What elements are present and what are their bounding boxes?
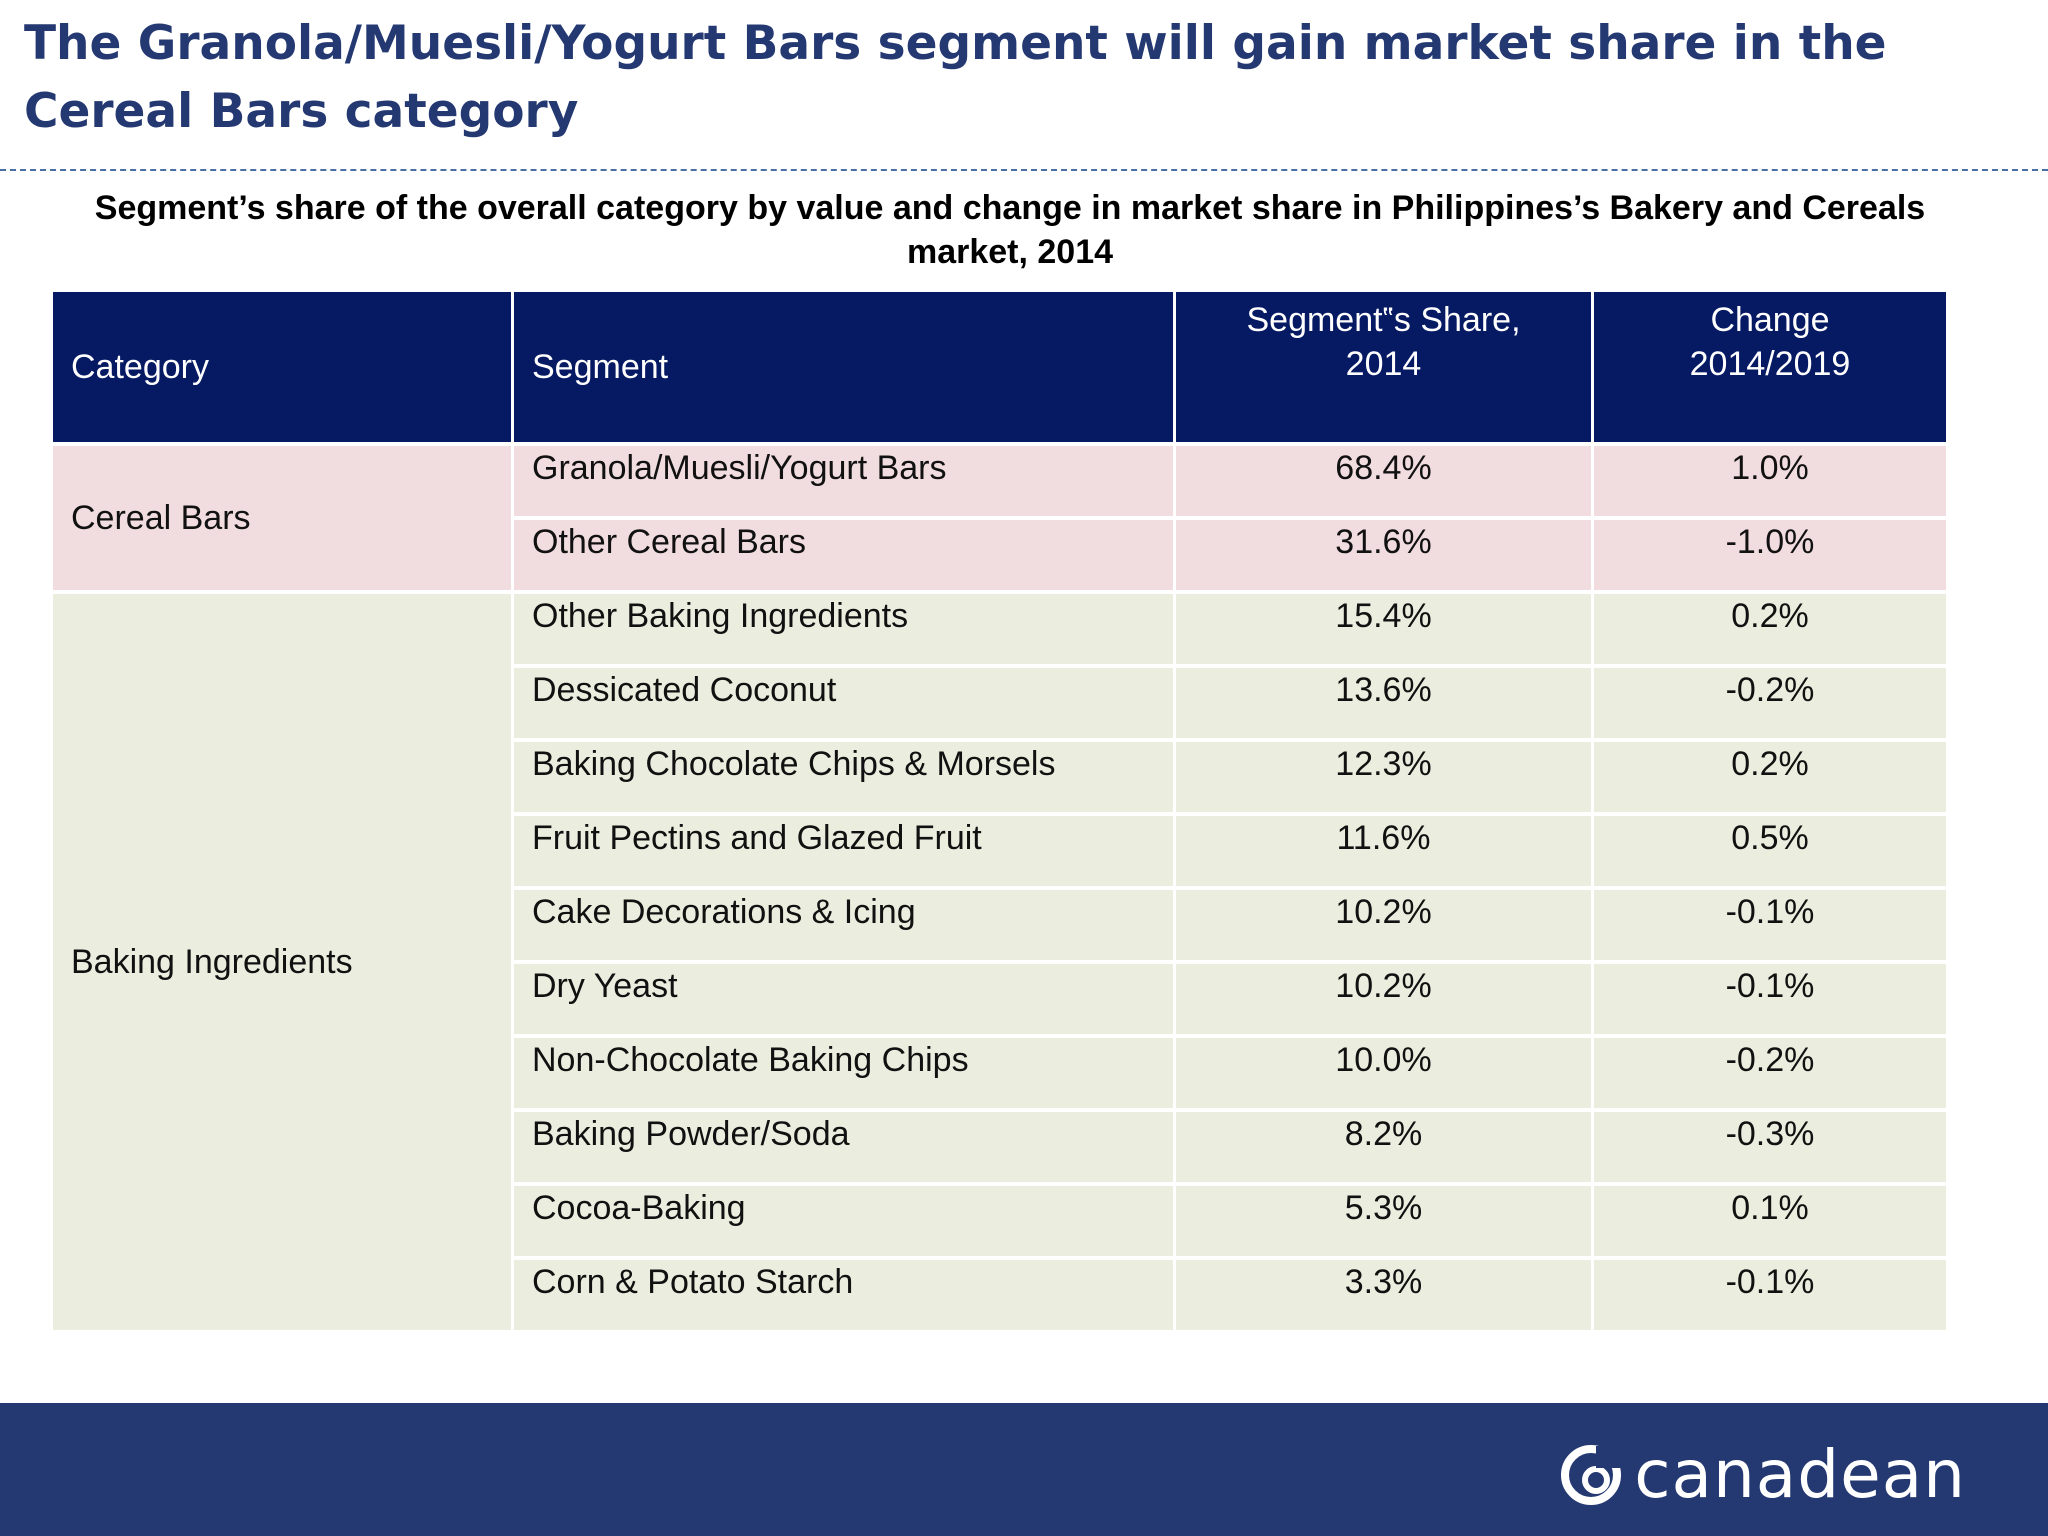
table-row: Fruit Pectins and Glazed Fruit 11.6% 0.5% (53, 816, 1946, 886)
header-share: Segment‟s Share, 2014 (1176, 292, 1591, 442)
share-cell: 13.6% (1176, 668, 1591, 738)
segment-cell: Dry Yeast (514, 964, 1173, 1034)
change-cell: -0.1% (1594, 890, 1946, 960)
header-share-line1: Segment‟s Share, (1246, 301, 1521, 339)
change-cell: -0.2% (1594, 668, 1946, 738)
change-cell: 1.0% (1594, 446, 1946, 516)
header-change-line2: 2014/2019 (1689, 345, 1851, 383)
share-cell: 5.3% (1176, 1186, 1591, 1256)
segment-cell: Other Baking Ingredients (514, 594, 1173, 664)
table-row: Cereal Bars Granola/Muesli/Yogurt Bars 68.… (53, 446, 1946, 590)
segment-cell: Cake Decorations & Icing (514, 890, 1173, 960)
change-cell: 0.5% (1594, 816, 1946, 886)
table-row: Dessicated Coconut 13.6% -0.2% (53, 668, 1946, 738)
table-subtitle: Segment’s share of the overall category … (94, 189, 1926, 271)
canadean-logo: canadean (1560, 1436, 1966, 1513)
table-row: Cake Decorations & Icing 10.2% -0.1% (53, 890, 1946, 960)
table-row: Other Cereal Bars 31.6% -1.0% (53, 520, 1946, 590)
logo-text: canadean (1634, 1436, 1966, 1513)
header-row: Category Segment Segment‟s Share, 2014 C… (53, 292, 1946, 442)
share-cell: 12.3% (1176, 742, 1591, 812)
table-row: Non-Chocolate Baking Chips 10.0% -0.2% (53, 1038, 1946, 1108)
table-body: Cereal Bars Granola/Muesli/Yogurt Bars 68.… (53, 446, 1946, 1330)
segment-cell: Granola/Muesli/Yogurt Bars (514, 446, 1173, 516)
segment-cell: Fruit Pectins and Glazed Fruit (514, 816, 1173, 886)
change-cell: -1.0% (1594, 520, 1946, 590)
category-cell: Baking Ingredients (53, 594, 511, 1330)
change-cell: -0.3% (1594, 1112, 1946, 1182)
dashed-divider (0, 169, 2048, 171)
segment-cell: Non-Chocolate Baking Chips (514, 1038, 1173, 1108)
table-row: Baking Powder/Soda 8.2% -0.3% (53, 1112, 1946, 1182)
share-cell: 68.4% (1176, 446, 1591, 516)
header-segment: Segment (514, 292, 1173, 442)
share-cell: 11.6% (1176, 816, 1591, 886)
table-row: Dry Yeast 10.2% -0.1% (53, 964, 1946, 1034)
change-cell: 0.2% (1594, 742, 1946, 812)
share-cell: 31.6% (1176, 520, 1591, 590)
table-row: Baking Ingredients Other Baking Ingredien… (53, 594, 1946, 1330)
segment-cell: Cocoa-Baking (514, 1186, 1173, 1256)
table-row: Cocoa-Baking 5.3% 0.1% (53, 1186, 1946, 1256)
segment-cell: Dessicated Coconut (514, 668, 1173, 738)
change-cell: -0.1% (1594, 964, 1946, 1034)
segment-cell: Corn & Potato Starch (514, 1260, 1173, 1330)
table-row: Corn & Potato Starch 3.3% -0.1% (53, 1260, 1946, 1330)
segment-share-table: Category Segment Segment‟s Share, 2014 C… (50, 288, 1949, 1334)
change-cell: -0.2% (1594, 1038, 1946, 1108)
change-cell: 0.1% (1594, 1186, 1946, 1256)
share-cell: 10.0% (1176, 1038, 1591, 1108)
share-cell: 10.2% (1176, 964, 1591, 1034)
change-cell: 0.2% (1594, 594, 1946, 664)
category-cell: Cereal Bars (53, 446, 511, 590)
canadean-swirl-icon (1561, 1445, 1623, 1505)
header-change: Change 2014/2019 (1594, 292, 1946, 442)
share-cell: 8.2% (1176, 1112, 1591, 1182)
share-cell: 15.4% (1176, 594, 1591, 664)
header-change-line1: Change (1710, 301, 1830, 339)
footer-bar: canadean (0, 1403, 2048, 1536)
segment-cell: Baking Powder/Soda (514, 1112, 1173, 1182)
table-row: Baking Chocolate Chips & Morsels 12.3% 0.2… (53, 742, 1946, 812)
slide-title: The Granola/Muesli/Yogurt Bars segment w… (24, 16, 1887, 139)
share-cell: 10.2% (1176, 890, 1591, 960)
header-share-line2: 2014 (1345, 345, 1422, 383)
segment-cell: Baking Chocolate Chips & Morsels (514, 742, 1173, 812)
share-cell: 3.3% (1176, 1260, 1591, 1330)
change-cell: -0.1% (1594, 1260, 1946, 1330)
header-category: Category (53, 292, 511, 442)
segment-cell: Other Cereal Bars (514, 520, 1173, 590)
